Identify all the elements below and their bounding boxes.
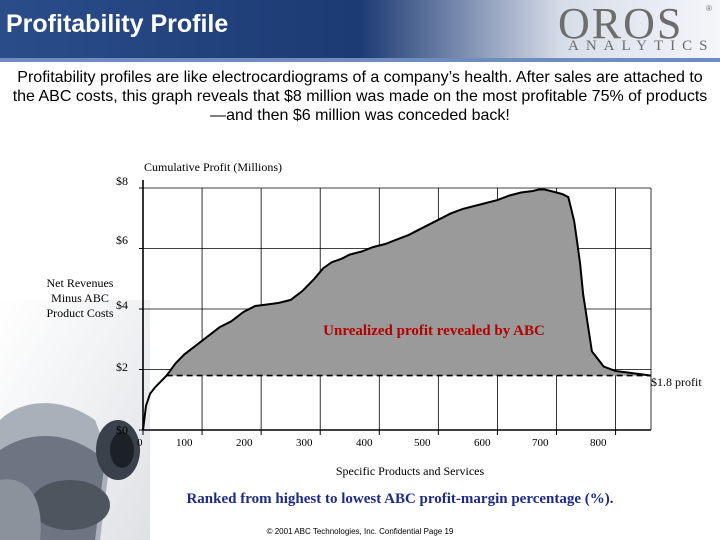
x-tick-label: 700 (532, 437, 549, 449)
x-tick-label: 400 (356, 437, 373, 449)
y-tick-label: $2 (116, 360, 128, 374)
ranking-note: Ranked from highest to lowest ABC profit… (186, 491, 614, 507)
unrealized-profit-annotation: Unrealized profit revealed by ABC (323, 323, 545, 339)
y-tick-label: $8 (116, 174, 128, 188)
intro-paragraph: Profitability profiles are like electroc… (12, 69, 708, 124)
y-tick-label: $0 (116, 423, 128, 437)
final-profit-label: $1.8 profit (651, 375, 702, 389)
registered-mark: ® (706, 4, 712, 13)
side-axis-label: Net Revenues Minus ABC Product Costs (46, 276, 114, 320)
binoculars-photo (0, 300, 150, 540)
header-background (0, 0, 720, 58)
y-tick-label: $6 (116, 233, 128, 247)
y-tick-label: $4 (116, 298, 128, 312)
x-tick-label: 200 (236, 437, 253, 449)
x-tick-label: 500 (414, 437, 431, 449)
header-divider (0, 58, 720, 62)
x-tick-label: 0 (137, 437, 143, 449)
x-tick-label: 300 (296, 437, 313, 449)
chart-axes (139, 180, 651, 435)
header-banner: Profitability Profile OROS ANALYTICS ® (0, 0, 720, 58)
profit-curve (142, 188, 652, 431)
oros-logo: OROS ANALYTICS ® (558, 0, 718, 54)
copyright-footer: © 2001 ABC Technologies, Inc. Confidenti… (266, 527, 454, 536)
logo-main-text: OROS (558, 0, 684, 48)
logo-sub-text: ANALYTICS (568, 38, 715, 54)
profit-area-fill (166, 189, 651, 376)
x-axis-title: Specific Products and Services (335, 464, 485, 478)
x-tick-label: 100 (176, 437, 193, 449)
x-tick-label: 800 (590, 437, 607, 449)
x-tick-label: 600 (474, 437, 491, 449)
page-title: Profitability Profile (6, 10, 229, 38)
y-axis-title: Cumulative Profit (Millions) (144, 160, 282, 174)
